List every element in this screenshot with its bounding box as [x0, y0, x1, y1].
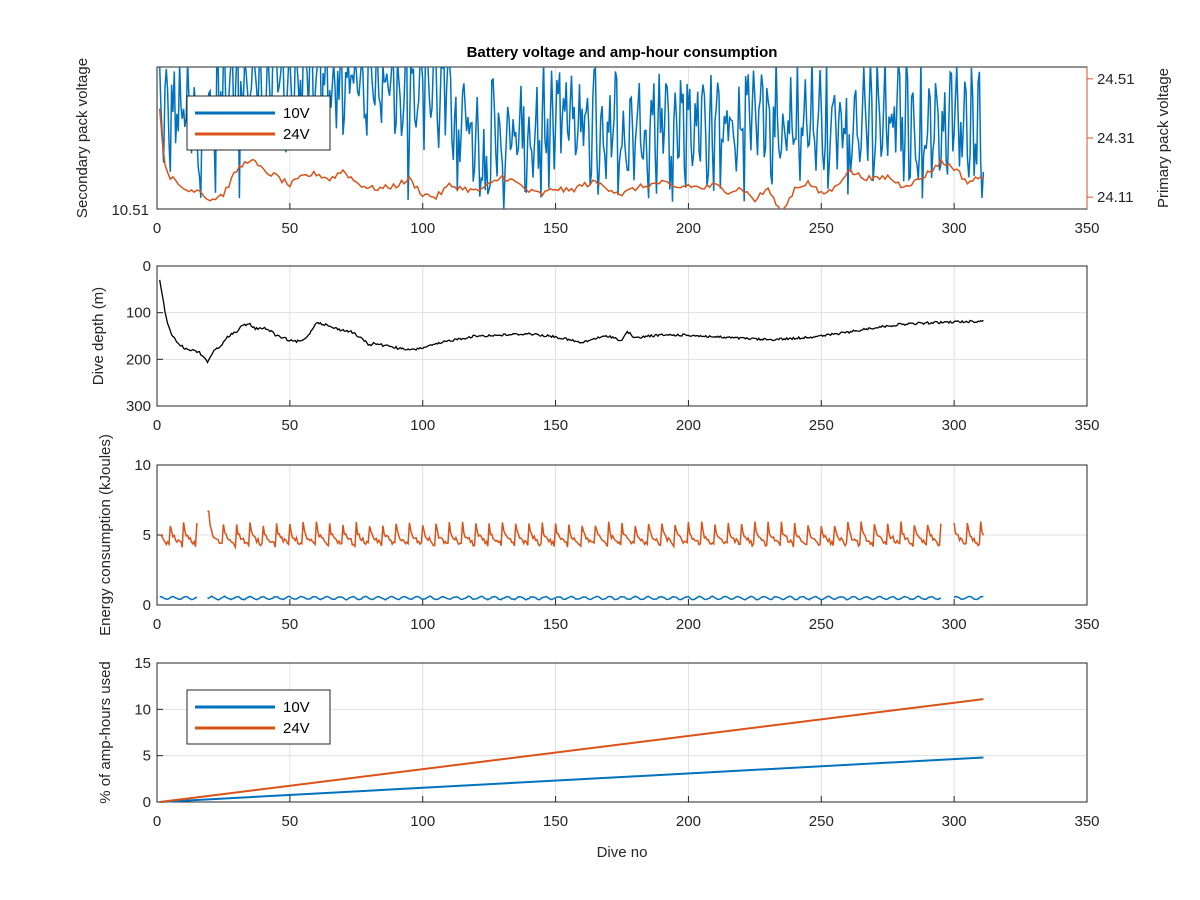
y-axis-label: Dive depth (m)	[90, 287, 107, 385]
y-axis-label: Energy consumption (kJoules)	[97, 434, 114, 636]
series-line-energy-24v	[953, 521, 985, 547]
y-tick-label: 200	[126, 351, 151, 368]
y-tick-label: 10	[134, 457, 151, 474]
x-tick-label: 350	[1074, 417, 1099, 434]
x-tick-label: 200	[676, 417, 701, 434]
x-axis-label: Dive no	[597, 844, 648, 861]
x-tick-label: 300	[942, 813, 967, 830]
y-tick-label: 0	[143, 794, 151, 811]
series-line-energy-24v	[207, 510, 942, 551]
series-line-energy-10v	[207, 595, 942, 601]
legend-label: 10V	[283, 699, 310, 716]
x-tick-label: 0	[153, 616, 161, 633]
x-tick-label: 50	[282, 220, 299, 237]
x-tick-label: 0	[153, 417, 161, 434]
x-tick-label: 100	[410, 616, 435, 633]
x-tick-label: 200	[676, 813, 701, 830]
chart-title: Battery voltage and amp-hour consumption	[467, 44, 778, 61]
energy-panel: 0 50 100 150 200 250 300 350 0 5 10 Energy consumpt…	[97, 434, 1100, 636]
x-tick-label: 350	[1074, 220, 1099, 237]
y-axis-label: Primary pack voltage	[1155, 68, 1172, 208]
x-tick-label: 150	[543, 616, 568, 633]
legend-label: 24V	[283, 720, 310, 737]
series-line-24v	[158, 108, 984, 209]
x-tick-label: 50	[282, 616, 299, 633]
x-tick-label: 250	[809, 220, 834, 237]
x-tick-label: 250	[809, 616, 834, 633]
y-tick-label: 100	[126, 305, 151, 322]
series-line-depth	[159, 279, 984, 364]
y-tick-label-right: 24.31	[1097, 130, 1135, 147]
x-tick-label: 250	[809, 417, 834, 434]
axes-box	[156, 662, 1088, 803]
x-tick-label: 100	[410, 813, 435, 830]
x-tick-label: 300	[942, 417, 967, 434]
legend-label: 10V	[283, 105, 310, 122]
x-tick-label: 50	[282, 813, 299, 830]
x-tick-label: 350	[1074, 813, 1099, 830]
x-tick-label: 100	[410, 220, 435, 237]
y-tick-label: 10	[134, 701, 151, 718]
x-tick-label: 350	[1074, 616, 1099, 633]
legend-box	[186, 689, 331, 745]
y-tick-label: 5	[143, 748, 151, 765]
y-tick-label: 0	[143, 597, 151, 614]
x-tick-label: 150	[543, 417, 568, 434]
depth-panel: 0 50 100 150 200 250 300 350 0 100 200 300 Dive dept…	[90, 258, 1100, 434]
y-axis-label: % of amp-hours used	[97, 661, 114, 804]
series-line-10v	[158, 67, 985, 209]
series-line-energy-10v	[953, 595, 984, 601]
y-axis-label: Secondary pack voltage	[74, 58, 91, 218]
voltage-panel: 0 50 100 150 200 250 300 350 10.51 24.11 24.31 24.5…	[74, 44, 1172, 237]
y-tick-label: 15	[134, 655, 151, 672]
x-tick-label: 250	[809, 813, 834, 830]
series-line-energy-10v	[159, 595, 198, 601]
x-tick-label: 200	[676, 220, 701, 237]
x-tick-label: 300	[942, 616, 967, 633]
series-line-energy-24v	[159, 522, 198, 548]
y-tick-label-right: 24.51	[1097, 71, 1135, 88]
axes-box	[156, 265, 1088, 407]
y-tick-label: 300	[126, 398, 151, 415]
y-tick-label: 5	[143, 527, 151, 544]
series-line-ah-24v	[159, 698, 984, 803]
x-tick-label: 150	[543, 220, 568, 237]
x-tick-label: 0	[153, 220, 161, 237]
y-tick-label: 0	[143, 258, 151, 275]
x-tick-label: 150	[543, 813, 568, 830]
x-tick-label: 0	[153, 813, 161, 830]
x-tick-label: 50	[282, 417, 299, 434]
x-tick-label: 100	[410, 417, 435, 434]
series-line-ah-10v	[159, 756, 984, 803]
x-tick-label: 200	[676, 616, 701, 633]
legend-label: 24V	[283, 126, 310, 143]
y-tick-label-right: 24.11	[1097, 189, 1133, 206]
y-tick-label-left: 10.51	[111, 202, 149, 219]
legend-box	[186, 95, 331, 151]
amphours-panel: 0 50 100 150 200 250 300 350 0 5 10 15 % of amp-hour…	[97, 655, 1100, 861]
x-tick-label: 300	[942, 220, 967, 237]
